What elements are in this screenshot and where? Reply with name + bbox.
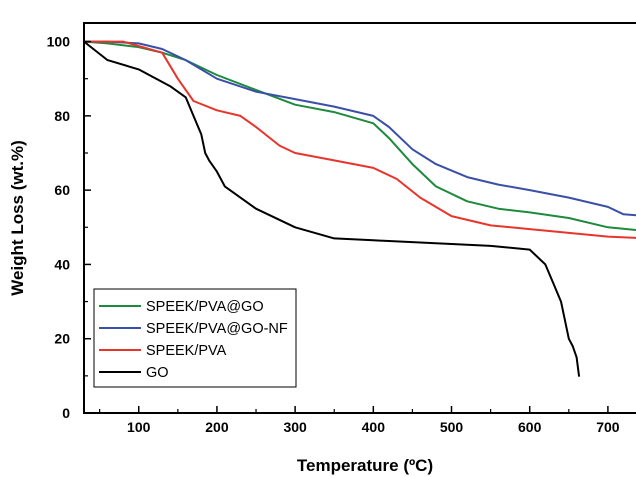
x-tick-label: 200 [205, 419, 229, 435]
x-tick-label: 600 [518, 419, 542, 435]
series-line-2 [83, 40, 636, 239]
y-axis-title: Weight Loss (wt.%) [8, 140, 27, 296]
series-line-0 [83, 40, 636, 231]
x-tick-label: 500 [440, 419, 464, 435]
series-layer [83, 40, 636, 377]
y-tick-label: 60 [54, 182, 70, 198]
plot-frame [83, 22, 636, 414]
ticks-layer: 100 200 300 400 500 600 700 0 20 40 60 80 100 [47, 34, 620, 435]
plot-area: 100 200 300 400 500 600 700 0 20 40 60 80 100 [47, 22, 636, 435]
legend-label: SPEEK/PVA [146, 343, 227, 359]
series-line-3 [83, 40, 580, 377]
legend-label: SPEEK/PVA@GO [146, 299, 264, 315]
x-tick-label: 100 [127, 419, 151, 435]
y-tick-label: 80 [54, 108, 70, 124]
x-tick-label: 700 [596, 419, 620, 435]
x-tick-label: 400 [362, 419, 386, 435]
y-tick-label: 100 [47, 34, 71, 50]
series-line-1 [83, 40, 636, 217]
x-axis-title: Temperature (ºC) [297, 456, 433, 475]
legend: SPEEK/PVA@GO SPEEK/PVA@GO-NF SPEEK/PVA GO [93, 288, 297, 388]
legend-label: GO [146, 365, 169, 381]
y-tick-label: 20 [54, 331, 70, 347]
y-tick-label: 40 [54, 256, 70, 272]
x-tick-label: 300 [283, 419, 307, 435]
legend-label: SPEEK/PVA@GO-NF [146, 321, 288, 337]
y-tick-label: 0 [62, 405, 70, 421]
